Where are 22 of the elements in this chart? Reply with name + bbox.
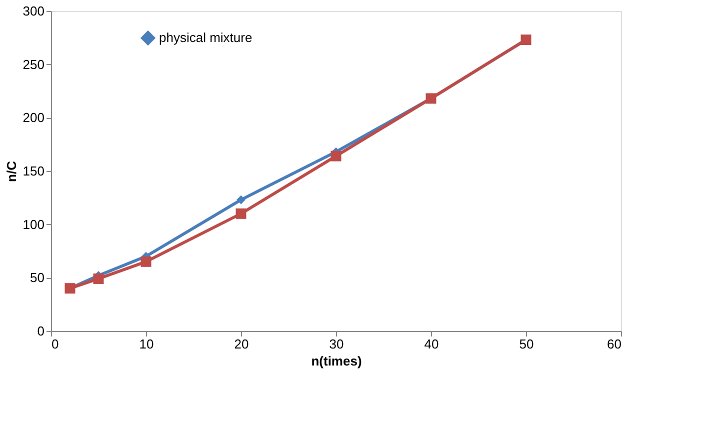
point [330, 150, 342, 162]
y-tick-label: 200 [22, 110, 44, 126]
x-tick-label: 30 [329, 336, 344, 352]
x-axis-title: n(times) [311, 354, 362, 368]
y-tick-label: 250 [22, 56, 44, 72]
x-tick-label: 0 [52, 336, 59, 352]
y-tick-label: 150 [22, 164, 44, 178]
point [140, 256, 152, 267]
x-tick-label: 40 [424, 336, 439, 352]
y-tick-label: 0 [37, 324, 44, 338]
y-tick-label: 50 [30, 270, 44, 286]
point [236, 195, 246, 204]
x-tick-label: 50 [519, 336, 534, 352]
y-axis-title: n/C [4, 160, 19, 182]
y-tick-label: 100 [22, 216, 44, 232]
x-tick-label: 10 [139, 336, 154, 352]
legend-label: physical mixture [159, 30, 252, 45]
y-tick-label: 300 [22, 4, 44, 18]
point [236, 208, 246, 219]
point [93, 273, 104, 284]
x-tick-label: 60 [607, 336, 622, 352]
x-tick-label: 20 [234, 336, 249, 352]
